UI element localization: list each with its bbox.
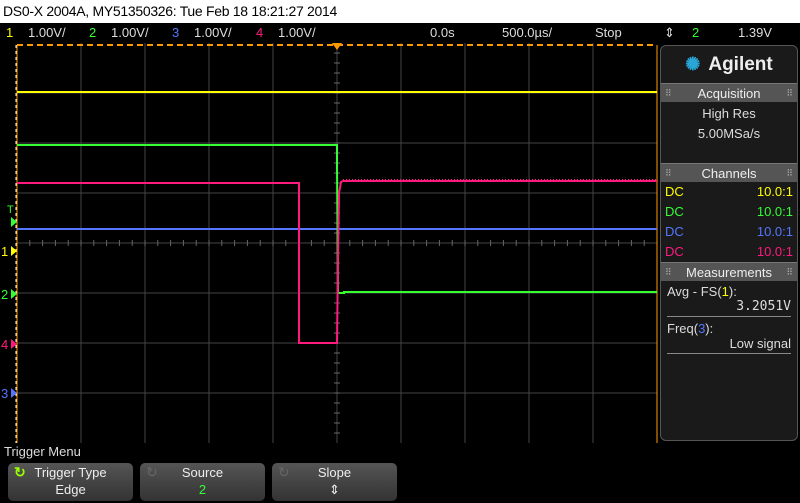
measurement-label: Freq(3): xyxy=(667,321,714,336)
channel-row-4: DC 10.0:1 xyxy=(665,244,793,259)
trigger-level-arrow xyxy=(11,217,17,227)
ch1-scale: 1.00V/ xyxy=(28,25,66,40)
sample-rate: 5.00MSa/s xyxy=(697,126,761,141)
softkey-trigger-type[interactable]: ↻ Trigger Type Edge xyxy=(8,463,133,501)
channel-status-bar: 1 1.00V/ 2 1.00V/ 3 1.00V/ 4 1.00V/ 0.0s… xyxy=(0,23,800,43)
measurement-value: Low signal xyxy=(667,336,791,354)
ch4-ground-marker: 4 xyxy=(1,337,8,352)
ch3-number[interactable]: 3 xyxy=(172,25,180,40)
ch3-scale: 1.00V/ xyxy=(194,25,232,40)
measurements-header[interactable]: Measurements xyxy=(661,262,797,282)
trigger-marker: T xyxy=(7,204,14,216)
ch4-scale: 1.00V/ xyxy=(278,25,316,40)
waveform-display: T 1 2 4 3 xyxy=(1,43,658,443)
acquisition-header[interactable]: Acquisition xyxy=(661,83,797,103)
time-delay: 0.0s xyxy=(430,25,455,40)
ch3-ground-marker: 3 xyxy=(1,386,8,401)
trigger-position-marker xyxy=(332,43,342,50)
time-scale: 500.0µs/ xyxy=(502,25,553,40)
trigger-level: 1.39V xyxy=(738,25,772,40)
acquisition-mode: High Res xyxy=(702,106,756,121)
rotate-knob-icon: ↻ xyxy=(278,464,290,480)
ch4-trace xyxy=(17,180,657,344)
run-state: Stop xyxy=(595,25,622,40)
ch1-number[interactable]: 1 xyxy=(6,25,14,40)
ch2-number[interactable]: 2 xyxy=(89,25,97,40)
measurement-label: Avg - FS(1): xyxy=(667,284,737,299)
channels-header[interactable]: Channels xyxy=(661,163,797,183)
channel-row-2: DC 10.0:1 xyxy=(665,204,793,219)
rotate-knob-icon: ↻ xyxy=(14,464,26,480)
softkey-source[interactable]: ↻ Source 2 xyxy=(140,463,265,501)
ch4-number[interactable]: 4 xyxy=(256,25,264,40)
trigger-slope-icon: ⇕ xyxy=(664,25,675,40)
brand-logo: ✺ Agilent xyxy=(685,53,773,75)
rotate-knob-icon: ↻ xyxy=(146,464,158,480)
ch2-ground-marker: 2 xyxy=(1,287,8,302)
softkey-slope[interactable]: ↻ Slope ⇕ xyxy=(272,463,397,501)
ch2-trace xyxy=(17,144,657,294)
menu-title: Trigger Menu xyxy=(4,444,81,459)
window-title: DS0-X 2004A, MY51350326: Tue Feb 18 18:2… xyxy=(0,0,800,23)
agilent-spark-icon: ✺ xyxy=(685,54,701,74)
ch2-scale: 1.00V/ xyxy=(111,25,149,40)
ch1-ground-marker: 1 xyxy=(1,244,8,259)
channel-row-3: DC 10.0:1 xyxy=(665,224,793,239)
trigger-source: 2 xyxy=(692,25,700,40)
measurement-value: 3.2051V xyxy=(667,299,791,317)
info-panel: ✺ Agilent Acquisition High Res 5.00MSa/s… xyxy=(660,45,798,441)
channel-row-1: DC 10.0:1 xyxy=(665,184,793,199)
